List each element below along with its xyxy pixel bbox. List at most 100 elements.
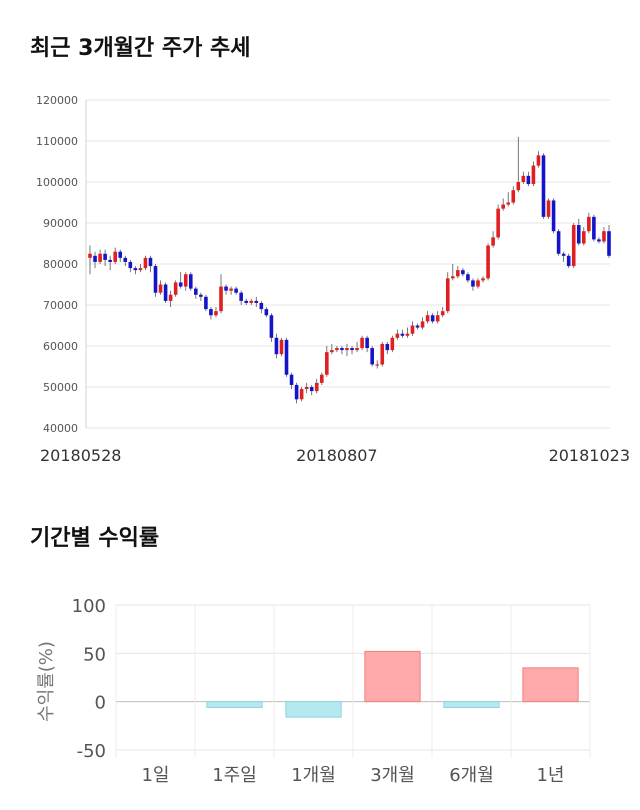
candle bbox=[299, 387, 304, 402]
candle-body bbox=[607, 231, 611, 256]
y-axis-label: 수익률(%) bbox=[36, 641, 57, 722]
candle-body bbox=[158, 284, 163, 293]
y-tick-label: 80000 bbox=[43, 258, 78, 271]
x-tick-label: 20180528 bbox=[40, 446, 121, 465]
candle-body bbox=[380, 343, 385, 365]
candle bbox=[576, 218, 581, 246]
y-tick-label: 100 bbox=[72, 596, 106, 617]
candle-body bbox=[466, 274, 470, 281]
candle-body bbox=[239, 292, 243, 301]
candle bbox=[108, 255, 112, 271]
candle-body bbox=[143, 257, 148, 269]
candle-body bbox=[461, 270, 465, 275]
bar bbox=[522, 667, 579, 703]
candle-body bbox=[491, 237, 495, 246]
candle bbox=[98, 249, 102, 264]
candle bbox=[239, 290, 243, 305]
candle bbox=[194, 286, 198, 299]
x-tick-label: 20180807 bbox=[296, 446, 377, 465]
candle-body bbox=[395, 333, 400, 338]
candle-body bbox=[496, 208, 500, 238]
candle-body bbox=[118, 251, 123, 258]
candle-body bbox=[98, 253, 102, 262]
y-tick-label: 60000 bbox=[43, 340, 78, 353]
candle bbox=[148, 255, 153, 273]
candle-body bbox=[319, 374, 324, 383]
candle bbox=[561, 251, 566, 262]
candle-body bbox=[234, 288, 238, 293]
candle-body bbox=[471, 280, 475, 287]
candle-body bbox=[93, 255, 97, 262]
candle-body bbox=[566, 255, 571, 267]
candle-body bbox=[551, 200, 556, 232]
x-tick-label: 1일 bbox=[141, 765, 169, 786]
candle-body bbox=[163, 284, 168, 301]
candle bbox=[566, 253, 571, 269]
candle-body bbox=[556, 231, 561, 254]
candle bbox=[163, 282, 168, 303]
candle bbox=[259, 300, 264, 314]
candle-body bbox=[103, 253, 107, 260]
candle bbox=[360, 335, 364, 351]
candle-body bbox=[420, 321, 425, 328]
candle-body bbox=[330, 350, 334, 353]
candle bbox=[365, 335, 369, 353]
candle-body bbox=[284, 339, 289, 375]
candle bbox=[138, 264, 143, 273]
candle-body bbox=[360, 337, 364, 349]
candle bbox=[531, 161, 536, 187]
bar bbox=[285, 701, 342, 718]
candle-body bbox=[123, 257, 128, 262]
candle bbox=[325, 346, 329, 377]
candle-body bbox=[476, 280, 480, 287]
candle bbox=[355, 341, 359, 353]
candle-body bbox=[456, 270, 460, 277]
candle bbox=[370, 346, 374, 367]
candle bbox=[506, 192, 511, 207]
candle bbox=[269, 313, 274, 342]
candle bbox=[471, 278, 475, 291]
candle bbox=[486, 243, 490, 281]
candle bbox=[526, 171, 531, 187]
candle-body bbox=[410, 325, 415, 334]
candle-body bbox=[188, 274, 193, 289]
candle bbox=[335, 346, 339, 353]
candle bbox=[143, 255, 148, 271]
candle-body bbox=[153, 266, 158, 293]
candle-body bbox=[229, 288, 233, 291]
candle-body bbox=[214, 311, 218, 316]
returns-chart-title: 기간별 수익률 bbox=[30, 526, 160, 551]
candle-body bbox=[289, 374, 294, 385]
candle-body bbox=[113, 251, 117, 262]
candle-body bbox=[536, 155, 541, 166]
candle-body bbox=[350, 348, 354, 351]
candle bbox=[319, 372, 324, 385]
candle-body bbox=[209, 309, 213, 316]
candle-body bbox=[340, 348, 344, 351]
candle bbox=[133, 266, 138, 275]
candle bbox=[304, 382, 309, 394]
candle-body bbox=[571, 225, 576, 267]
candle-body bbox=[561, 253, 566, 256]
candle bbox=[587, 212, 591, 234]
candle-body bbox=[375, 364, 380, 366]
candle bbox=[461, 268, 465, 277]
candle-body bbox=[183, 274, 188, 287]
candle bbox=[405, 327, 410, 338]
candle bbox=[309, 384, 314, 396]
candle-body bbox=[264, 309, 269, 316]
candle-body bbox=[304, 387, 309, 390]
candle bbox=[602, 227, 606, 244]
candle bbox=[415, 323, 420, 330]
candle bbox=[199, 292, 203, 301]
candle-body bbox=[435, 315, 440, 322]
candle bbox=[430, 313, 435, 324]
x-tick-label: 1주일 bbox=[212, 765, 257, 786]
candle bbox=[345, 343, 349, 357]
candle bbox=[254, 296, 259, 308]
candle-body bbox=[294, 384, 299, 400]
candle bbox=[264, 307, 269, 318]
bar bbox=[364, 650, 421, 703]
candle-body bbox=[355, 348, 359, 351]
candle bbox=[274, 333, 279, 359]
